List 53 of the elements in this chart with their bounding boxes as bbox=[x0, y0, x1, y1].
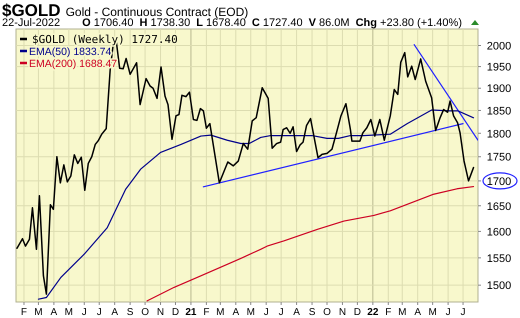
y-tick-label: 2000 bbox=[486, 40, 512, 52]
x-tick-label: A bbox=[50, 307, 58, 318]
x-tick-label: S bbox=[126, 307, 134, 318]
chart-subtitle: Gold - Continuous Contract (EOD) bbox=[66, 5, 248, 19]
x-tick-label: A bbox=[232, 307, 240, 318]
legend-label: $GOLD (Weekly) 1727.40 bbox=[32, 33, 178, 46]
x-tick-label: M bbox=[34, 307, 43, 318]
y-tick-label: 1500 bbox=[486, 280, 512, 292]
text: H 1738.30 bbox=[139, 17, 190, 29]
x-tick-label: D bbox=[172, 307, 180, 318]
x-tick-label: J bbox=[446, 307, 451, 318]
text: C 1727.40 bbox=[252, 17, 303, 29]
x-tick-label: J bbox=[264, 307, 269, 318]
x-tick-label: F bbox=[203, 307, 210, 318]
text: 22-Jul-2022 bbox=[2, 17, 60, 29]
text: O 1706.40 bbox=[82, 17, 134, 29]
x-tick-label: F bbox=[20, 307, 28, 318]
text: Chg +23.80 (+1.40%) bbox=[356, 17, 462, 29]
x-tick-label: N bbox=[156, 307, 164, 318]
y-tick-label: 1700 bbox=[486, 176, 512, 188]
x-tick-label: S bbox=[308, 307, 316, 318]
y-tick-label: 1550 bbox=[486, 252, 512, 265]
text: V 86.0M bbox=[308, 17, 350, 29]
y-tick-label: 1600 bbox=[486, 226, 512, 238]
y-tick-label: 1650 bbox=[486, 200, 512, 213]
x-tick-label: M bbox=[246, 307, 255, 318]
x-tick-label: N bbox=[338, 307, 346, 318]
x-tick-label: M bbox=[398, 307, 406, 318]
x-tick-label: O bbox=[141, 307, 150, 318]
x-tick-label: J bbox=[460, 307, 466, 318]
x-tick-label: J bbox=[278, 307, 284, 318]
x-tick-label: J bbox=[82, 307, 87, 318]
x-tick-label: J bbox=[96, 307, 102, 318]
x-tick-label: A bbox=[111, 307, 118, 318]
line-series bbox=[38, 109, 474, 300]
x-tick-label: D bbox=[354, 307, 362, 318]
legend-label: EMA(50) 1833.74 bbox=[29, 46, 112, 58]
x-tick-label: 21 bbox=[185, 307, 197, 318]
x-tick-label: 22 bbox=[367, 307, 379, 318]
x-tick-label: F bbox=[385, 307, 392, 318]
x-tick-label: A bbox=[414, 307, 422, 318]
x-tick-label: A bbox=[293, 307, 300, 318]
x-tick-label: O bbox=[323, 307, 332, 318]
x-tick-label: M bbox=[428, 307, 437, 318]
x-tick-label: M bbox=[64, 307, 73, 318]
y-tick-label: 1800 bbox=[486, 128, 512, 140]
x-tick-label: M bbox=[216, 307, 225, 318]
line-series bbox=[146, 186, 474, 302]
text: L 1678.40 bbox=[196, 17, 246, 29]
y-tick-label: 1950 bbox=[486, 62, 512, 74]
y-tick-label: 1850 bbox=[486, 105, 512, 118]
y-tick-label: 1750 bbox=[486, 152, 512, 164]
y-tick-label: 1900 bbox=[486, 83, 512, 96]
